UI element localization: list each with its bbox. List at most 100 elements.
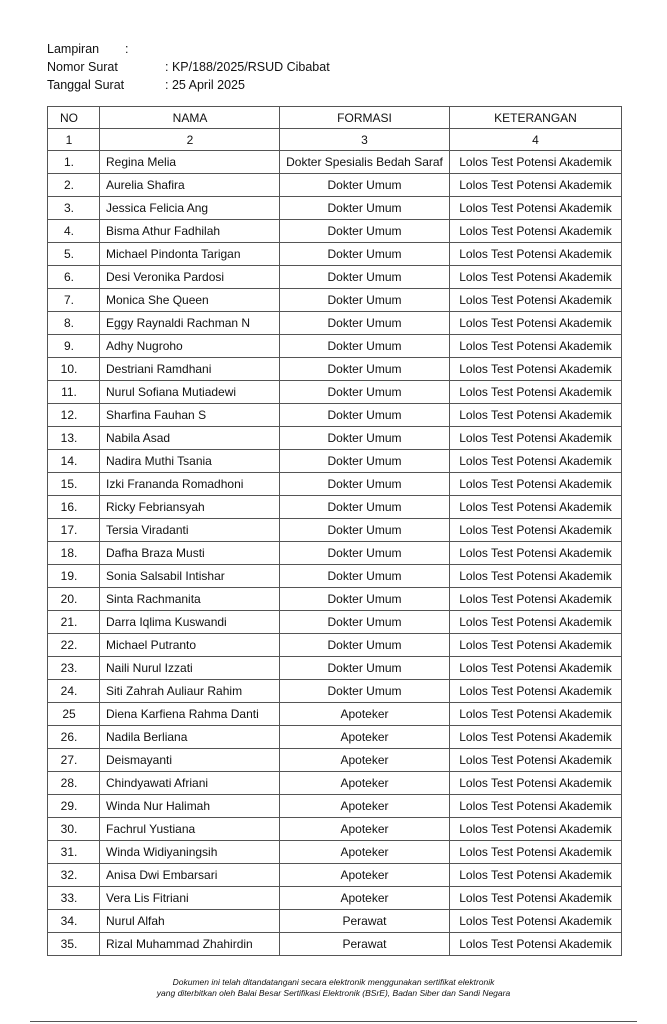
remark: Lolos Test Potensi Akademik bbox=[449, 150, 622, 174]
remark: Lolos Test Potensi Akademik bbox=[449, 357, 622, 381]
name: Bisma Athur Fadhilah bbox=[99, 219, 280, 243]
name: Rizal Muhammad Zhahirdin bbox=[99, 932, 280, 956]
formation: Dokter Umum bbox=[279, 541, 450, 565]
column-number: 1 bbox=[47, 128, 100, 151]
row-number: 6. bbox=[47, 265, 100, 289]
remark: Lolos Test Potensi Akademik bbox=[449, 863, 622, 887]
table-row: 17. Tersia Viradanti Dokter Umum Lolos Test… bbox=[47, 518, 622, 542]
formation: Dokter Umum bbox=[279, 426, 450, 450]
table-row: 34. Nurul Alfah Perawat Lolos Test Potensi … bbox=[47, 909, 622, 933]
table-row: 30. Fachrul Yustiana Apoteker Lolos Test Po… bbox=[47, 817, 622, 841]
table-row: 21. Darra Iqlima Kuswandi Dokter Umum Lolos… bbox=[47, 610, 622, 634]
table-row: 33. Vera Lis Fitriani Apoteker Lolos Test P… bbox=[47, 886, 622, 910]
row-number: 12. bbox=[47, 403, 100, 427]
remark: Lolos Test Potensi Akademik bbox=[449, 633, 622, 657]
formation: Dokter Umum bbox=[279, 265, 450, 289]
table-row: 6. Desi Veronika Pardosi Dokter Umum Lolos … bbox=[47, 265, 622, 289]
name: Nurul Sofiana Mutiadewi bbox=[99, 380, 280, 404]
formation: Apoteker bbox=[279, 748, 450, 772]
name: Izki Frananda Romadhoni bbox=[99, 472, 280, 496]
formation: Dokter Umum bbox=[279, 242, 450, 266]
row-number: 4. bbox=[47, 219, 100, 243]
formation: Apoteker bbox=[279, 771, 450, 795]
table-row: 5. Michael Pindonta Tarigan Dokter Umum Lol… bbox=[47, 242, 622, 266]
formation: Dokter Umum bbox=[279, 311, 450, 335]
name: Eggy Raynaldi Rachman N bbox=[99, 311, 280, 335]
formation: Apoteker bbox=[279, 817, 450, 841]
column-header: NO bbox=[47, 106, 100, 129]
name: Darra Iqlima Kuswandi bbox=[99, 610, 280, 634]
row-number: 14. bbox=[47, 449, 100, 473]
column-number: 2 bbox=[99, 128, 280, 151]
remark: Lolos Test Potensi Akademik bbox=[449, 173, 622, 197]
table-row: 19. Sonia Salsabil Intishar Dokter Umum Lol… bbox=[47, 564, 622, 588]
remark: Lolos Test Potensi Akademik bbox=[449, 702, 622, 726]
formation: Dokter Umum bbox=[279, 564, 450, 588]
header-label: Tanggal Surat bbox=[47, 78, 125, 92]
name: Adhy Nugroho bbox=[99, 334, 280, 358]
remark: Lolos Test Potensi Akademik bbox=[449, 495, 622, 519]
table-row: 29. Winda Nur Halimah Apoteker Lolos Test P… bbox=[47, 794, 622, 818]
remark: Lolos Test Potensi Akademik bbox=[449, 403, 622, 427]
formation: Dokter Umum bbox=[279, 288, 450, 312]
formation: Dokter Umum bbox=[279, 610, 450, 634]
name: Nabila Asad bbox=[99, 426, 280, 450]
name: Michael Pindonta Tarigan bbox=[99, 242, 280, 266]
name: Tersia Viradanti bbox=[99, 518, 280, 542]
remark: Lolos Test Potensi Akademik bbox=[449, 265, 622, 289]
name: Ricky Febriansyah bbox=[99, 495, 280, 519]
name: Fachrul Yustiana bbox=[99, 817, 280, 841]
name: Sinta Rachmanita bbox=[99, 587, 280, 611]
formation: Dokter Umum bbox=[279, 472, 450, 496]
remark: Lolos Test Potensi Akademik bbox=[449, 656, 622, 680]
name: Dafha Braza Musti bbox=[99, 541, 280, 565]
remark: Lolos Test Potensi Akademik bbox=[449, 242, 622, 266]
row-number: 1. bbox=[47, 150, 100, 174]
row-number: 21. bbox=[47, 610, 100, 634]
remark: Lolos Test Potensi Akademik bbox=[449, 587, 622, 611]
table-row: 16. Ricky Febriansyah Dokter Umum Lolos Tes… bbox=[47, 495, 622, 519]
name: Winda Widiyaningsih bbox=[99, 840, 280, 864]
table-row: 11. Nurul Sofiana Mutiadewi Dokter Umum Lol… bbox=[47, 380, 622, 404]
formation: Dokter Umum bbox=[279, 403, 450, 427]
remark: Lolos Test Potensi Akademik bbox=[449, 564, 622, 588]
table-row: 13. Nabila Asad Dokter Umum Lolos Test Pote… bbox=[47, 426, 622, 450]
header-label: Nomor Surat bbox=[47, 60, 118, 74]
table-row: 28. Chindyawati Afriani Apoteker Lolos Test… bbox=[47, 771, 622, 795]
name: Desi Veronika Pardosi bbox=[99, 265, 280, 289]
row-number: 11. bbox=[47, 380, 100, 404]
table-row: 12. Sharfina Fauhan S Dokter Umum Lolos Tes… bbox=[47, 403, 622, 427]
row-number: 9. bbox=[47, 334, 100, 358]
row-number: 23. bbox=[47, 656, 100, 680]
remark: Lolos Test Potensi Akademik bbox=[449, 794, 622, 818]
row-number: 26. bbox=[47, 725, 100, 749]
remark: Lolos Test Potensi Akademik bbox=[449, 288, 622, 312]
remark: Lolos Test Potensi Akademik bbox=[449, 219, 622, 243]
formation: Dokter Spesialis Bedah Saraf bbox=[279, 150, 450, 174]
formation: Apoteker bbox=[279, 725, 450, 749]
table-row: 8. Eggy Raynaldi Rachman N Dokter Umum Lolo… bbox=[47, 311, 622, 335]
remark: Lolos Test Potensi Akademik bbox=[449, 610, 622, 634]
name: Regina Melia bbox=[99, 150, 280, 174]
row-number: 29. bbox=[47, 794, 100, 818]
formation: Dokter Umum bbox=[279, 633, 450, 657]
table-row: 3. Jessica Felicia Ang Dokter Umum Lolos Te… bbox=[47, 196, 622, 220]
row-number: 25 bbox=[47, 702, 100, 726]
header-row: NO NAMA FORMASI KETERANGAN bbox=[47, 106, 622, 129]
row-number: 30. bbox=[47, 817, 100, 841]
footer-line: Dokumen ini telah ditandatangani secara … bbox=[172, 977, 495, 987]
remark: Lolos Test Potensi Akademik bbox=[449, 449, 622, 473]
name: Nadira Muthi Tsania bbox=[99, 449, 280, 473]
header-value: : bbox=[125, 42, 129, 56]
table-row: 27. Deismayanti Apoteker Lolos Test Potensi… bbox=[47, 748, 622, 772]
formation: Dokter Umum bbox=[279, 357, 450, 381]
header-label: Lampiran bbox=[47, 42, 100, 56]
table-row: 22. Michael Putranto Dokter Umum Lolos Test… bbox=[47, 633, 622, 657]
name: Destriani Ramdhani bbox=[99, 357, 280, 381]
name: Vera Lis Fitriani bbox=[99, 886, 280, 910]
table-row: 1. Regina Melia Dokter Spesialis Bedah Sar… bbox=[47, 150, 622, 174]
formation: Dokter Umum bbox=[279, 334, 450, 358]
formation: Dokter Umum bbox=[279, 656, 450, 680]
